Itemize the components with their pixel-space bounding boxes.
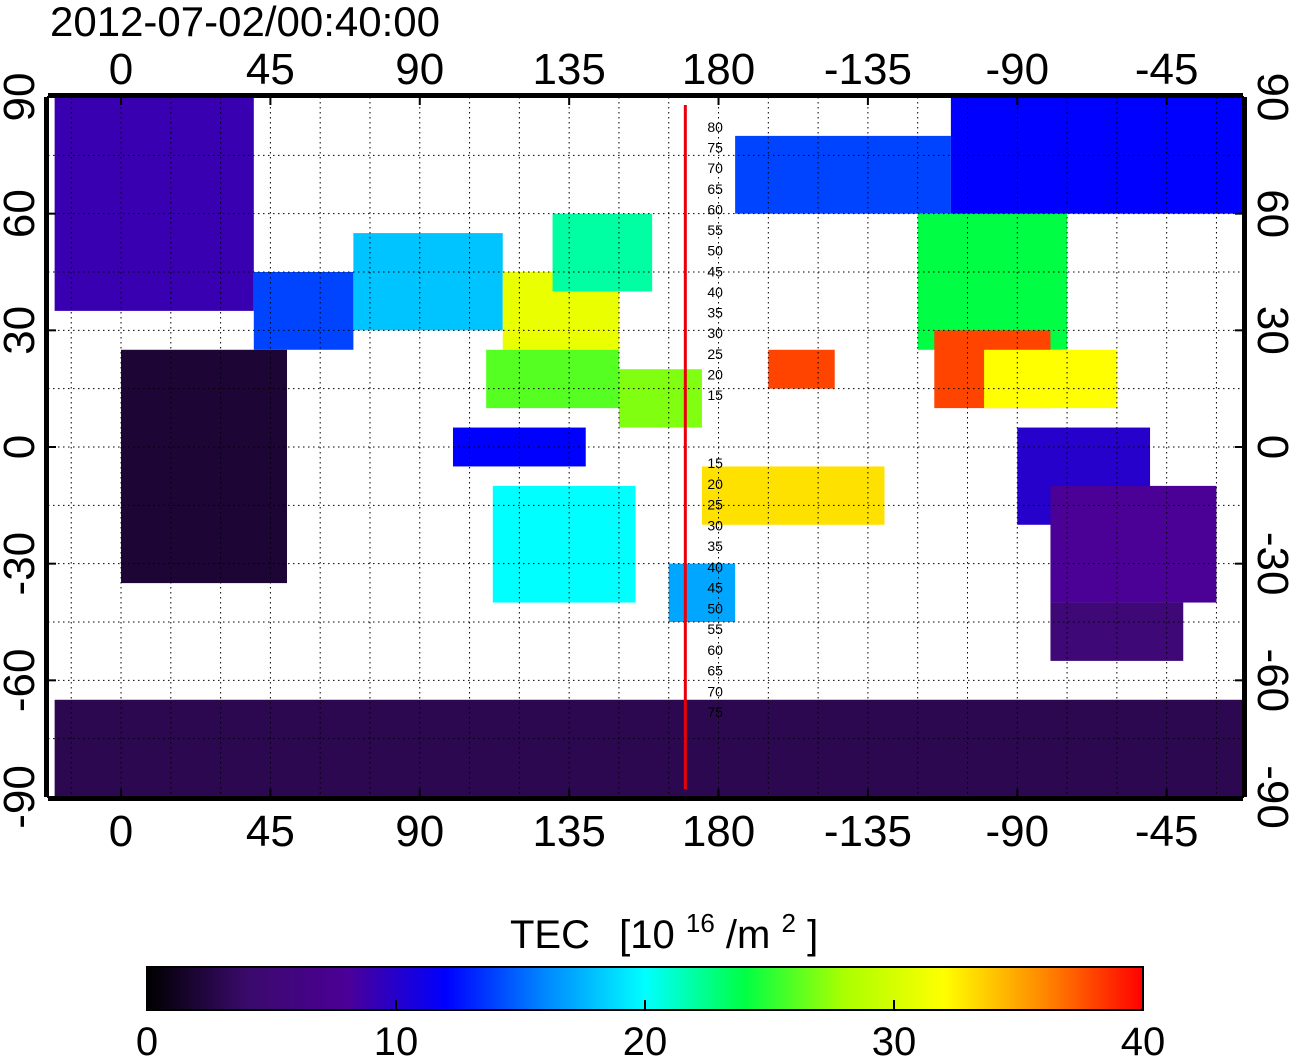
contour-label: 30	[707, 517, 723, 533]
left-lat-tick-label: -60	[0, 649, 44, 713]
colorbar-unit-exponent: 16	[686, 908, 715, 938]
colorbar-title: TEC [10 16 /m 2 ]	[510, 897, 818, 957]
tec-region	[121, 349, 288, 584]
top-lon-tick-label: 135	[532, 45, 605, 94]
frame-edge-bars	[44, 93, 1247, 801]
colorbar-tick-label: 40	[1121, 1020, 1166, 1057]
bottom-lon-tick-label: -90	[985, 807, 1049, 856]
tec-region	[984, 349, 1117, 409]
left-lat-tick-label: 60	[0, 189, 44, 238]
top-lon-tick-label: -135	[824, 45, 912, 94]
timestamp-title: 2012-07-02/00:40:00	[50, 0, 440, 45]
contour-label: 70	[707, 160, 723, 176]
tec-region	[492, 485, 636, 603]
tec-region	[54, 97, 254, 311]
right-lat-tick-label: 30	[1248, 306, 1292, 355]
tec-region	[668, 563, 736, 622]
colorbar: 0 10 20 30 40	[136, 966, 1166, 1062]
tec-region	[950, 97, 1243, 214]
tec-region	[1050, 485, 1217, 603]
tec-region	[618, 369, 702, 428]
left-lat-tick-label: 30	[0, 306, 44, 355]
bottom-lon-tick-label: -135	[824, 807, 912, 856]
contour-label: 60	[707, 642, 723, 658]
top-lon-tick-label: 45	[246, 45, 295, 94]
axis-tick-labels: 0045459090135135180180-135-135-90-90-45-…	[0, 45, 1292, 856]
contour-label: 40	[707, 284, 723, 300]
tec-region	[54, 699, 1243, 797]
tec-region	[735, 135, 951, 214]
contour-label: 50	[707, 600, 723, 616]
top-lon-tick-label: 0	[109, 45, 133, 94]
contour-label: 65	[707, 663, 723, 679]
colorbar-unit-exponent-2: 2	[781, 908, 795, 938]
contour-label: 65	[707, 181, 723, 197]
contour-labels: 80 75 70 65 60 55 50 45 40 35 30 25 20 15 15 20 25 30 35 40…	[707, 119, 723, 720]
left-edge-bar	[44, 97, 48, 797]
right-lat-tick-label: 0	[1248, 435, 1292, 459]
right-lat-tick-label: -90	[1248, 765, 1292, 829]
right-lat-tick-label: 60	[1248, 189, 1292, 238]
tec-region	[917, 213, 1068, 350]
contour-label: 60	[707, 201, 723, 217]
bottom-lon-tick-label: 0	[109, 807, 133, 856]
contour-label: 30	[707, 325, 723, 341]
right-lat-tick-label: 90	[1248, 73, 1292, 122]
contour-label: 25	[707, 346, 723, 362]
top-lon-tick-label: 90	[395, 45, 444, 94]
contour-label: 75	[707, 140, 723, 156]
contour-label: 70	[707, 683, 723, 699]
bottom-lon-tick-label: 135	[532, 807, 605, 856]
svg-text:TEC [10 16: TEC [10 16 /m 2 ]	[510, 897, 818, 957]
top-edge-bar	[48, 93, 1243, 97]
tec-region	[701, 466, 885, 525]
contour-label: 15	[707, 455, 723, 471]
left-lat-tick-label: 0	[0, 435, 44, 459]
contour-label: 50	[707, 243, 723, 259]
contour-label: 20	[707, 366, 723, 382]
contour-label: 35	[707, 305, 723, 321]
contour-label: 55	[707, 222, 723, 238]
contour-label: 20	[707, 476, 723, 492]
right-lat-tick-label: -30	[1248, 532, 1292, 596]
left-lat-tick-label: -90	[0, 765, 44, 829]
contour-label: 25	[707, 497, 723, 513]
colorbar-unit-mid: /m	[726, 913, 770, 957]
bottom-edge-bar	[48, 797, 1243, 801]
left-lat-tick-label: -30	[0, 532, 44, 596]
contour-label: 75	[707, 704, 723, 720]
colorbar-tick-label: 20	[623, 1020, 668, 1057]
right-edge-bar	[1243, 97, 1247, 797]
tec-region	[486, 349, 619, 409]
contour-label: 35	[707, 538, 723, 554]
contour-label: 15	[707, 387, 723, 403]
top-lon-tick-label: -45	[1135, 45, 1199, 94]
colorbar-tick-label: 30	[872, 1020, 917, 1057]
right-lat-tick-label: -60	[1248, 649, 1292, 713]
left-lat-tick-label: 90	[0, 73, 44, 122]
colorbar-variable: TEC	[510, 913, 590, 957]
top-lon-tick-label: -90	[985, 45, 1049, 94]
colorbar-tick-label: 10	[374, 1020, 419, 1057]
tec-region	[768, 349, 835, 389]
bottom-lon-tick-label: 90	[395, 807, 444, 856]
contour-label: 55	[707, 621, 723, 637]
contour-label: 40	[707, 559, 723, 575]
top-lon-tick-label: 180	[682, 45, 755, 94]
contour-label: 45	[707, 263, 723, 279]
colorbar-tick-label: 0	[136, 1020, 158, 1057]
contour-label: 45	[707, 580, 723, 596]
bottom-lon-tick-label: 45	[246, 807, 295, 856]
bottom-lon-tick-label: -45	[1135, 807, 1199, 856]
colorbar-unit-suffix: ]	[807, 913, 818, 957]
colorbar-unit-prefix: [10	[619, 913, 675, 957]
tec-region	[353, 233, 503, 331]
tec-region	[253, 272, 354, 350]
tec-region	[552, 213, 653, 292]
map-area: 80 75 70 65 60 55 50 45 40 35 30 25 20 15 15 20 25 30 35 40…	[0, 45, 1292, 856]
bottom-lon-tick-label: 180	[682, 807, 755, 856]
contour-label: 80	[707, 119, 723, 135]
